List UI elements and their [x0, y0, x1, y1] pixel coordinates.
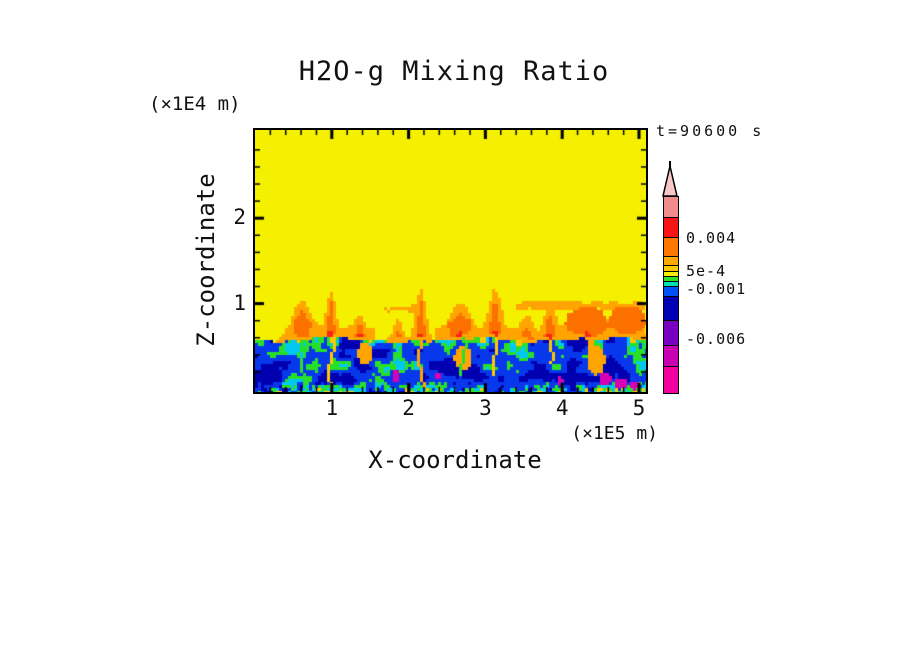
plot-title: H2O-g Mixing Ratio: [298, 56, 610, 87]
colorbar-segment: [664, 296, 678, 320]
colorbar-level-label: -0.001: [686, 280, 747, 298]
colorbar-segment: [664, 271, 678, 276]
colorbar-segment: [664, 217, 678, 237]
colorbar-segment: [664, 345, 678, 366]
x-tick-label: 4: [555, 396, 569, 420]
colorbar-level-label: -0.006: [686, 330, 747, 348]
time-annotation: t=90600 s: [656, 122, 765, 140]
x-tick-label: 2: [402, 396, 415, 420]
colorbar-level-label: 0.004: [686, 229, 737, 247]
colorbar-segment: [664, 320, 678, 345]
colorbar-segment: [664, 197, 678, 217]
z-axis-unit-label: (×1E4 m): [149, 93, 241, 115]
colorbar: [663, 196, 679, 394]
x-tick-label: 1: [325, 396, 339, 420]
colorbar-segment: [664, 256, 678, 265]
x-axis-title: X-coordinate: [368, 446, 542, 474]
colorbar-segment: [664, 276, 678, 281]
colorbar-segment: [664, 286, 678, 296]
x-tick-label: 3: [479, 396, 492, 420]
colorbar-arrow-tip: [662, 161, 678, 197]
colorbar-segment: [664, 265, 678, 271]
colorbar-segment: [664, 281, 678, 286]
z-tick-label: 2: [233, 205, 246, 230]
x-tick-label: 5: [632, 396, 646, 420]
heatmap-field-canvas: [255, 130, 646, 392]
plot-area: [253, 128, 648, 394]
colorbar-segment: [664, 366, 678, 393]
colorbar-segment: [664, 237, 678, 256]
colorbar-level-label: 5e-4: [686, 262, 727, 280]
z-axis-title: Z-coordinate: [192, 173, 220, 347]
z-tick-label: 1: [233, 290, 246, 315]
x-axis-unit-label: (×1E5 m): [571, 423, 658, 444]
